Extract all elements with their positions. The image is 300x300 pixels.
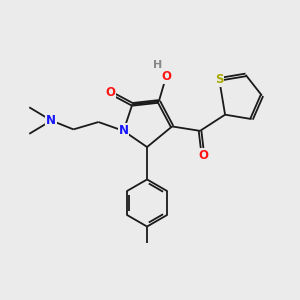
Text: H: H [153,60,163,70]
Text: O: O [198,149,208,162]
Text: N: N [118,124,128,137]
Text: O: O [105,86,115,99]
Text: S: S [215,73,224,86]
Text: O: O [161,70,171,83]
Text: N: N [46,114,56,127]
